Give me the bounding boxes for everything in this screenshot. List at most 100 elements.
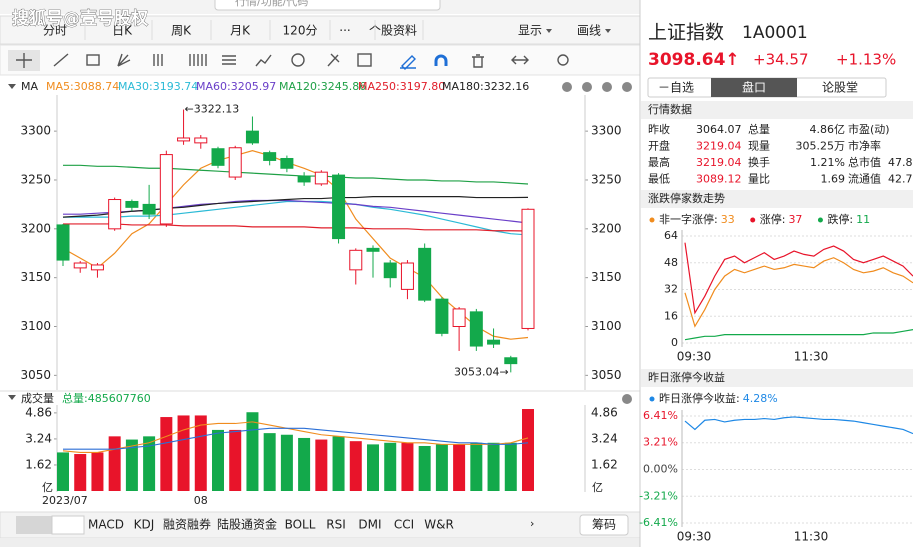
y-tick-label: 3250 xyxy=(20,172,51,186)
candle-body xyxy=(263,152,277,161)
active-tab[interactable] xyxy=(51,515,85,535)
volume-ma-line xyxy=(63,427,529,450)
y-tick-label: 3250 xyxy=(591,172,622,186)
change: +34.57 xyxy=(753,51,809,69)
icon-ruler[interactable] xyxy=(327,53,340,67)
y-tick-label: 3200 xyxy=(591,221,622,235)
icon-pen[interactable] xyxy=(400,55,416,70)
volume-bar xyxy=(280,434,293,491)
volume-bar xyxy=(91,452,104,491)
active-tab[interactable] xyxy=(711,78,797,97)
icon-gear[interactable] xyxy=(557,54,569,66)
tab[interactable]: －自选 xyxy=(658,81,694,95)
tab[interactable]: 论股堂 xyxy=(822,81,858,95)
indicator-tab[interactable]: MACD xyxy=(88,518,124,532)
candle-body xyxy=(349,249,363,271)
period-tab[interactable]: 日K xyxy=(112,24,133,38)
period-tab[interactable]: ··· xyxy=(339,24,350,38)
volume-bar xyxy=(332,436,345,491)
more-arrow[interactable]: › xyxy=(530,517,534,530)
collapse-arrow[interactable] xyxy=(8,84,16,89)
y-tick-label: 3050 xyxy=(591,368,622,382)
indicator-tab[interactable]: 陆股通资金 xyxy=(217,517,277,532)
volume-bar xyxy=(229,429,242,491)
icon-rect[interactable] xyxy=(86,54,100,66)
table-cell: 305.25万 xyxy=(796,140,846,153)
icon-wave[interactable] xyxy=(255,54,272,67)
plus-button[interactable] xyxy=(582,82,592,92)
volume-ma-line xyxy=(62,421,529,453)
tab[interactable]: 盘口 xyxy=(742,80,766,95)
volume-bar xyxy=(263,433,276,491)
volume-bar xyxy=(367,444,379,491)
table-cell: 市净率 xyxy=(848,139,881,153)
legend-value: 37 xyxy=(788,213,802,226)
y-tick-label: -6.41% xyxy=(639,516,678,529)
candle-body xyxy=(211,148,225,166)
gear-button[interactable] xyxy=(622,82,632,92)
icon-arrows[interactable] xyxy=(511,55,529,65)
icon-bars[interactable] xyxy=(189,54,207,66)
y-tick-label: 4.86 xyxy=(25,405,52,419)
icon-line[interactable] xyxy=(53,53,69,67)
indicator-tab[interactable]: W&R xyxy=(424,518,454,532)
icon-trash[interactable] xyxy=(472,54,484,68)
candle-body xyxy=(159,154,173,225)
indicator-tab[interactable]: KDJ xyxy=(134,518,155,532)
volume-bar xyxy=(504,442,517,491)
indicator-tab[interactable]: DMI xyxy=(358,518,381,532)
icon-text[interactable] xyxy=(357,53,372,67)
y-tick-label: 16 xyxy=(664,309,678,322)
table-cell: 4.86亿 xyxy=(810,123,846,136)
active-tab[interactable] xyxy=(16,516,52,534)
icon-cycle[interactable] xyxy=(291,53,305,67)
minus-button[interactable] xyxy=(562,82,572,92)
high-annotation: ←3322.13 xyxy=(185,103,240,116)
volume-bar xyxy=(143,436,156,491)
table-cell: 3219.04 xyxy=(696,156,742,169)
indicator-tab[interactable]: BOLL xyxy=(285,518,316,532)
indicator-tab[interactable]: CCI xyxy=(394,518,414,532)
candle-body xyxy=(56,224,70,261)
y-tick-label: 3050 xyxy=(20,368,51,382)
legend-value: 4.28% xyxy=(743,392,778,405)
display-button[interactable]: 显示 xyxy=(518,24,542,38)
legend-label: 非一字涨停: xyxy=(659,212,718,226)
ma-line xyxy=(63,223,529,232)
indicator-tab[interactable]: 融资融券 xyxy=(163,517,211,532)
candle-body xyxy=(142,203,156,215)
display-button[interactable]: 画线 xyxy=(577,24,601,38)
ma-legend-entry: MA60:3205.97 xyxy=(196,80,276,93)
close-button[interactable] xyxy=(602,82,612,92)
period-tab[interactable]: 120分 xyxy=(283,24,318,38)
period-tab[interactable]: 周K xyxy=(171,24,192,38)
icon-magnet[interactable] xyxy=(434,54,448,66)
y-tick-label: 32 xyxy=(664,283,678,296)
period-tab[interactable]: 个股资料 xyxy=(369,24,417,38)
icon-channel[interactable] xyxy=(153,54,163,66)
gear-button[interactable] xyxy=(622,394,632,404)
collapse-arrow[interactable] xyxy=(8,395,16,400)
low-annotation: 3053.04→ xyxy=(454,365,509,378)
table-cell: 现量 xyxy=(748,140,770,153)
y-tick-label: 3100 xyxy=(20,319,51,333)
panel-buttons xyxy=(562,82,632,92)
icon-fan[interactable] xyxy=(117,53,131,67)
icon-fib[interactable] xyxy=(222,55,236,65)
chip-button[interactable] xyxy=(579,514,629,536)
period-tab[interactable]: 月K xyxy=(230,24,251,38)
candle-body xyxy=(521,208,535,329)
y-tick-label: 0.00% xyxy=(643,463,678,476)
y-tick-label: 64 xyxy=(664,229,678,242)
ma-legend-entry: MA5:3088.74 xyxy=(46,80,119,93)
index-name: 上证指数 xyxy=(648,22,724,44)
indicator-tab[interactable]: RSI xyxy=(326,518,346,532)
icon-cross[interactable] xyxy=(16,53,32,68)
x-tick-label: 11:30 xyxy=(794,530,829,544)
period-tab[interactable]: 分时 xyxy=(43,24,67,38)
candle-body xyxy=(383,262,397,279)
volume-bar xyxy=(177,415,190,491)
search-box[interactable] xyxy=(214,0,441,11)
